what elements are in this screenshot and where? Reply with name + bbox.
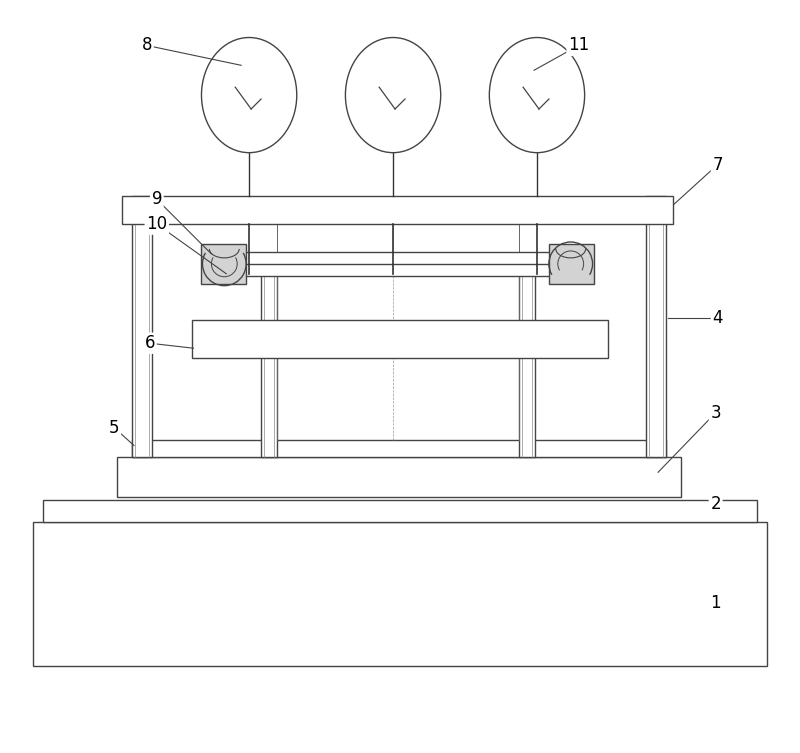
Bar: [191, 321, 609, 358]
Bar: [42, 500, 758, 522]
Bar: [226, 264, 569, 276]
Bar: [549, 244, 594, 284]
Bar: [132, 440, 666, 457]
Text: 9: 9: [151, 191, 162, 209]
Bar: [261, 259, 277, 457]
Text: 3: 3: [710, 404, 721, 422]
Text: 5: 5: [109, 419, 119, 437]
Text: 2: 2: [710, 495, 721, 513]
Ellipse shape: [346, 38, 441, 153]
Bar: [519, 259, 535, 457]
Bar: [202, 244, 246, 284]
Text: 1: 1: [710, 594, 721, 612]
Text: 11: 11: [568, 36, 590, 54]
Text: 6: 6: [145, 334, 155, 352]
Ellipse shape: [490, 38, 585, 153]
Bar: [646, 197, 666, 457]
Text: 4: 4: [712, 309, 723, 328]
Text: 8: 8: [142, 36, 152, 54]
Text: 10: 10: [146, 215, 167, 233]
Bar: [234, 252, 561, 266]
Bar: [33, 522, 767, 666]
Text: 7: 7: [712, 156, 723, 174]
Bar: [122, 197, 673, 224]
Bar: [117, 457, 681, 497]
Bar: [132, 197, 152, 457]
Ellipse shape: [202, 38, 297, 153]
